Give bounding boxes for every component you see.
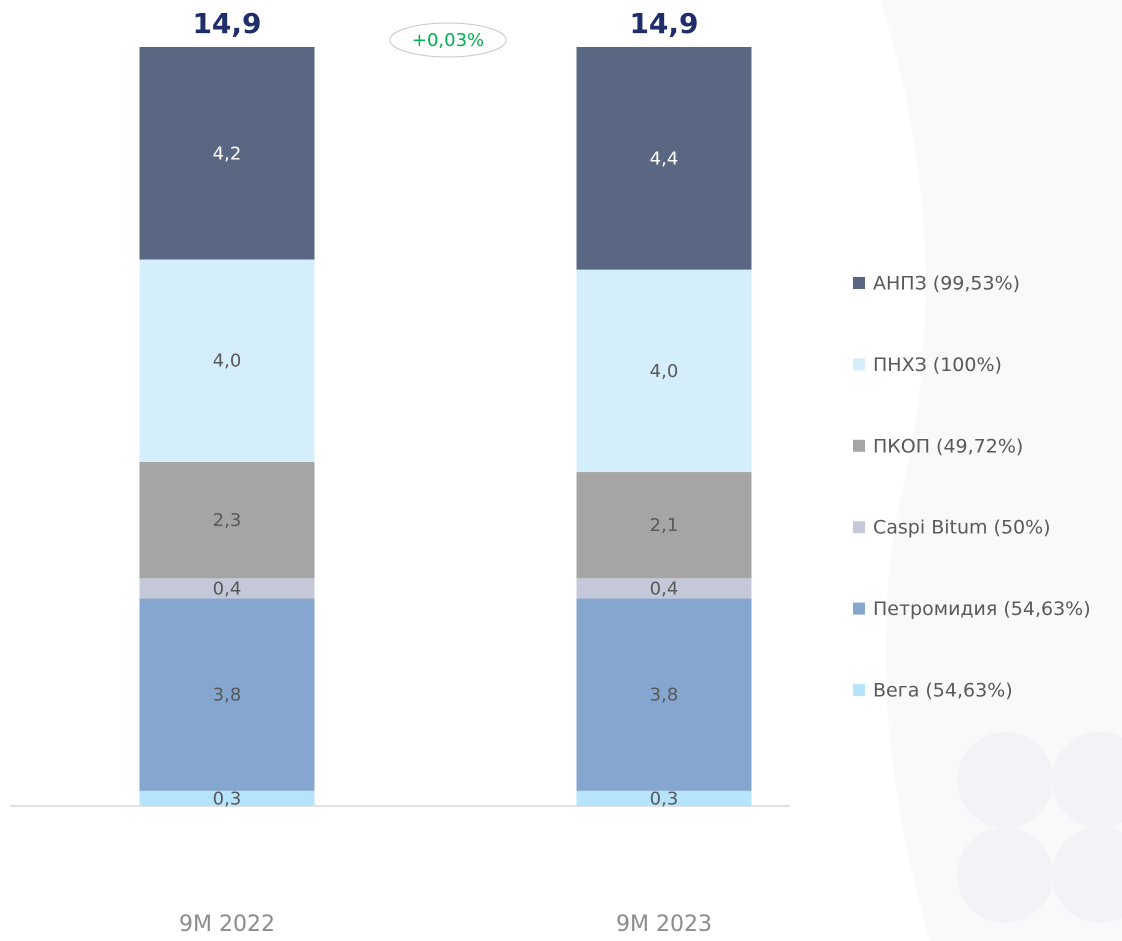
legend-label: ПКОП (49,72%) <box>873 435 1023 457</box>
legend-label: Вега (54,63%) <box>873 680 1013 702</box>
legend-label: Петромидия (54,63%) <box>873 598 1091 620</box>
bar-segment <box>139 578 315 599</box>
value-label: 3,8 <box>213 685 242 706</box>
bar-segment <box>576 578 752 599</box>
value-label: 2,1 <box>650 515 679 536</box>
total-label: 14,9 <box>629 7 698 40</box>
bar-segment <box>139 259 315 462</box>
background-decor <box>880 0 1122 941</box>
bar-segment <box>576 790 752 806</box>
legend-swatch <box>853 439 865 452</box>
legend-swatch <box>853 277 865 289</box>
bar-segment <box>139 790 315 806</box>
bar-segment <box>139 461 315 579</box>
legend-label: ПНХЗ (100%) <box>873 354 1002 376</box>
legend-swatch <box>853 602 865 615</box>
value-label: 4,0 <box>213 351 242 372</box>
bar-segment <box>576 269 752 473</box>
x-tick-label: 9M 2023 <box>616 912 712 937</box>
value-label: 0,3 <box>213 788 242 809</box>
value-label: 2,3 <box>213 510 242 531</box>
value-label: 4,4 <box>650 148 679 169</box>
legend-label: АНПЗ (99,53%) <box>873 273 1020 295</box>
value-label: 0,4 <box>650 578 679 599</box>
value-label: 0,3 <box>650 788 679 809</box>
legend-swatch <box>853 358 865 371</box>
annotation-bubble <box>389 22 507 58</box>
total-label: 14,9 <box>192 7 261 40</box>
bar-segment <box>576 598 752 791</box>
legend-swatch <box>853 521 865 534</box>
legend-label: Caspi Bitum (50%) <box>873 517 1051 539</box>
value-label: 3,8 <box>650 685 679 706</box>
value-label: 4,2 <box>213 143 242 164</box>
x-tick-label: 9M 2022 <box>179 912 275 937</box>
bar-segment <box>139 598 315 791</box>
bar-segment <box>576 47 752 270</box>
value-label: 0,4 <box>213 578 242 599</box>
bar-segment <box>139 47 315 260</box>
annotation: +0,03% <box>412 30 484 51</box>
legend-swatch <box>853 684 865 696</box>
value-label: 4,0 <box>650 361 679 382</box>
bar-segment <box>576 472 752 579</box>
